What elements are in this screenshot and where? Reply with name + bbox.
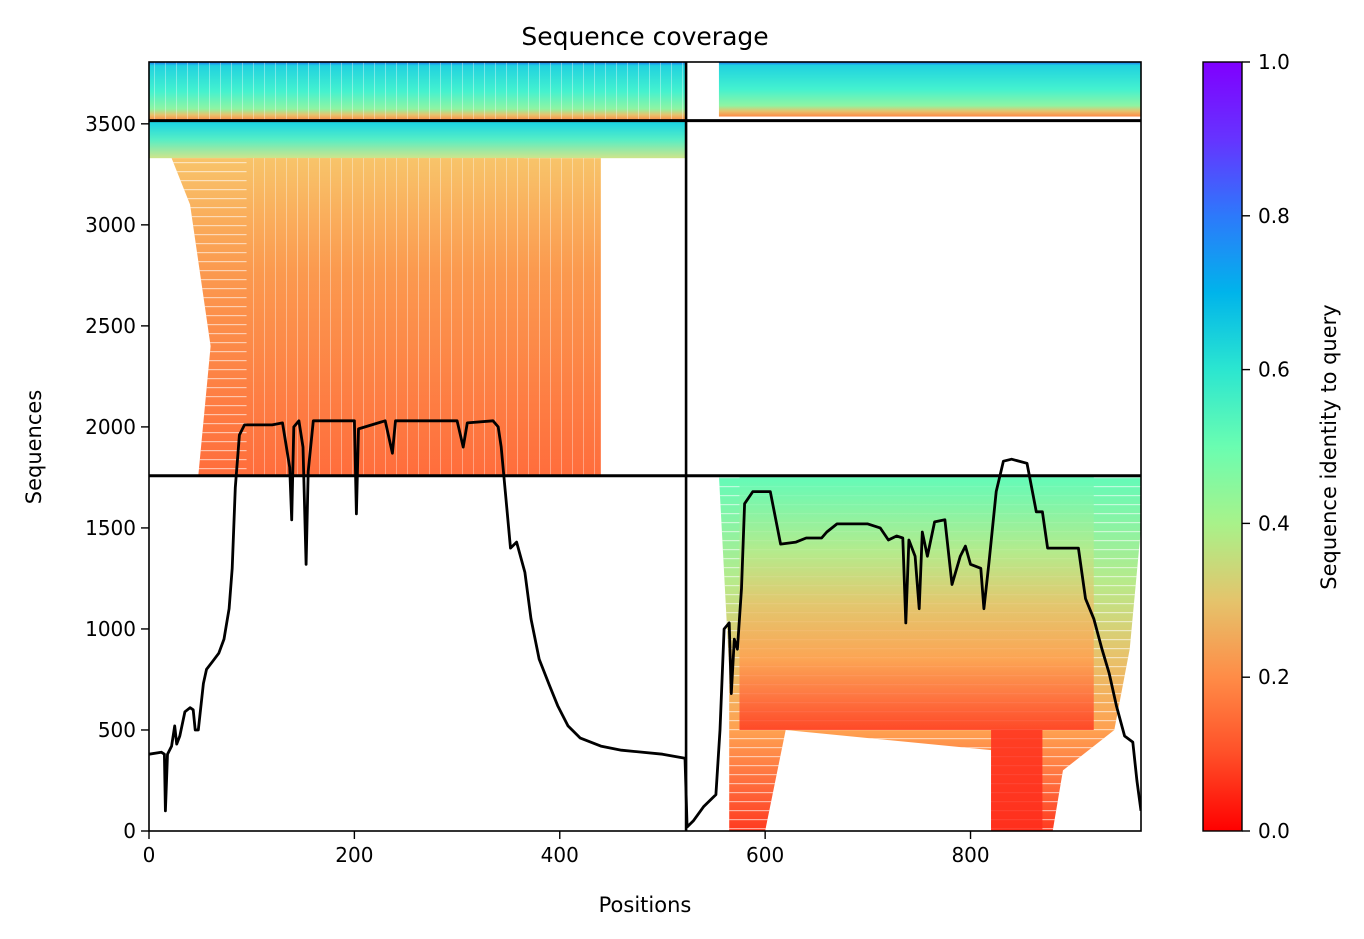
chart-title: Sequence coverage bbox=[521, 22, 768, 51]
y-tick-label: 3000 bbox=[85, 213, 136, 237]
y-tick-label: 1500 bbox=[85, 516, 136, 540]
lower-right-red-patch bbox=[991, 729, 1043, 831]
y-tick-label: 1000 bbox=[85, 617, 136, 641]
x-tick-label: 600 bbox=[746, 843, 784, 867]
top-band-texture bbox=[149, 62, 687, 121]
colorbar-tick-label: 1.0 bbox=[1258, 50, 1290, 74]
plot-frame bbox=[148, 61, 1142, 832]
y-tick-label: 2500 bbox=[85, 314, 136, 338]
colorbar-tick-label: 0.4 bbox=[1258, 511, 1290, 535]
x-tick-label: 200 bbox=[335, 843, 373, 867]
top-band-right bbox=[718, 62, 1141, 117]
mid-band-left bbox=[149, 120, 687, 159]
colorbar-label: Sequence identity to query bbox=[1317, 304, 1341, 589]
y-tick-label: 3500 bbox=[85, 112, 136, 136]
lower-right-core bbox=[739, 475, 1094, 730]
colorbar-tick-label: 0.0 bbox=[1258, 819, 1290, 843]
y-tick-label: 500 bbox=[98, 718, 136, 742]
colorbar-tick-label: 0.8 bbox=[1258, 204, 1290, 228]
boundary-lines bbox=[149, 62, 1141, 831]
x-axis: 0 200 400 600 800 bbox=[143, 831, 990, 867]
y-tick-label: 2000 bbox=[85, 415, 136, 439]
colorbar bbox=[1202, 61, 1243, 832]
x-axis-label: Positions bbox=[599, 893, 692, 917]
orange-core-texture bbox=[246, 158, 601, 476]
y-axis-label: Sequences bbox=[22, 390, 46, 505]
colorbar-ticks: 0.0 0.2 0.4 0.6 0.8 1.0 bbox=[1242, 50, 1290, 843]
colorbar-tick-label: 0.6 bbox=[1258, 358, 1290, 382]
x-tick-label: 400 bbox=[541, 843, 579, 867]
y-tick-label: 0 bbox=[123, 819, 136, 843]
y-axis: 0 500 1000 1500 2000 2500 3000 3500 bbox=[85, 112, 149, 843]
msa-heatmap bbox=[149, 62, 1141, 831]
x-tick-label: 800 bbox=[951, 843, 989, 867]
colorbar-tick-label: 0.2 bbox=[1258, 665, 1290, 689]
coverage-line bbox=[149, 419, 1141, 829]
x-tick-label: 0 bbox=[143, 843, 156, 867]
